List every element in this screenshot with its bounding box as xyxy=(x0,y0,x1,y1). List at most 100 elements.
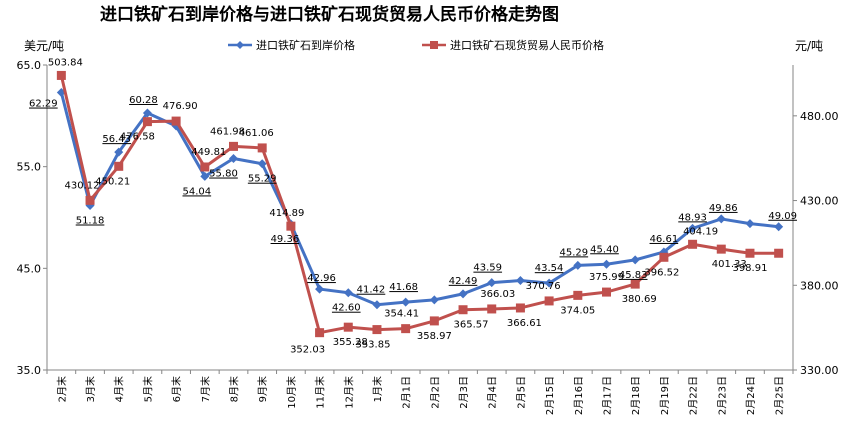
cif-point xyxy=(343,288,353,298)
rmb-data-label: 449.81 xyxy=(191,147,226,158)
category-label: 3月末 xyxy=(84,376,97,402)
cif-data-label: 46.61 xyxy=(650,234,679,245)
rmb-point xyxy=(200,162,210,172)
legend-marker-rmb xyxy=(430,41,438,49)
category-label: 2月3日 xyxy=(458,376,470,409)
rmb-point xyxy=(602,287,611,297)
rmb-data-label: 366.61 xyxy=(507,318,542,329)
category-label: 8月末 xyxy=(228,376,241,402)
rmb-point xyxy=(401,324,411,334)
rmb-data-label: 398.91 xyxy=(732,263,767,274)
rmb-point xyxy=(372,325,382,335)
cif-data-label: 43.54 xyxy=(535,263,564,274)
rmb-point xyxy=(229,141,238,151)
rmb-point xyxy=(487,304,497,314)
rmb-data-label: 450.21 xyxy=(95,176,130,187)
cif-data-label: 45.40 xyxy=(590,244,619,255)
series-line-rmb xyxy=(59,75,779,335)
rmb-data-label: 354.41 xyxy=(384,309,419,320)
right-tick-label: 380.00 xyxy=(800,279,839,292)
category-label: 7月末 xyxy=(199,376,212,402)
cif-data-label: 42.96 xyxy=(307,273,336,284)
left-axis-unit: 美元/吨 xyxy=(24,39,64,53)
rmb-data-label: 476.58 xyxy=(120,132,155,143)
category-label: 2月5日 xyxy=(515,376,527,409)
cif-point xyxy=(602,259,611,269)
rmb-point xyxy=(688,239,698,249)
cif-data-label: 43.59 xyxy=(473,263,502,274)
rmb-data-label: 461.98 xyxy=(210,126,245,137)
left-tick-label: 65.0 xyxy=(17,59,42,72)
cif-point xyxy=(372,300,382,310)
cif-point xyxy=(401,297,411,307)
cif-data-label: 49.36 xyxy=(271,234,300,245)
cif-data-label: 54.04 xyxy=(182,186,211,197)
cif-data-label: 56.43 xyxy=(102,134,131,145)
rmb-point xyxy=(315,328,325,338)
cif-point xyxy=(515,276,525,286)
rmb-data-label: 503.84 xyxy=(48,57,83,68)
rmb-point xyxy=(257,143,267,153)
cif-point xyxy=(257,159,267,169)
cif-data-label: 62.29 xyxy=(29,99,58,110)
rmb-data-label: 374.05 xyxy=(560,305,595,316)
category-label: 2月2日 xyxy=(429,376,441,409)
rmb-data-label: 430.12 xyxy=(65,180,100,191)
rmb-point xyxy=(171,116,181,126)
category-label: 2月23日 xyxy=(716,376,728,415)
rmb-data-label: 352.03 xyxy=(290,345,325,356)
category-label: 2月25日 xyxy=(774,376,786,415)
cif-point xyxy=(745,219,755,229)
cif-point xyxy=(429,295,439,305)
rmb-point xyxy=(544,296,554,306)
category-label: 10月末 xyxy=(285,376,298,409)
category-label: 2月18日 xyxy=(630,376,642,415)
cif-point xyxy=(200,171,210,181)
category-label: 2月末 xyxy=(55,376,68,402)
axes: 35.0 45.0 55.0 65.0 330.00 380.00 430.00 480.00… xyxy=(17,59,839,415)
rmb-point xyxy=(716,244,726,254)
chart-title: 进口铁矿石到岸价格与进口铁矿石现货贸易人民币价格走势图 xyxy=(100,4,559,25)
cif-data-label: 49.09 xyxy=(768,211,797,222)
category-label: 1月末 xyxy=(371,376,384,402)
cif-data-label: 48.93 xyxy=(678,212,707,223)
rmb-point xyxy=(458,305,468,315)
rmb-point xyxy=(630,279,640,289)
cif-point xyxy=(142,108,152,118)
cif-point xyxy=(573,260,583,270)
rmb-point xyxy=(85,195,95,205)
right-tick-label: 330.00 xyxy=(800,364,839,377)
cif-point xyxy=(630,255,640,265)
cif-data-label: 60.28 xyxy=(129,95,158,106)
category-label: 4月末 xyxy=(113,376,126,402)
rmb-data-label: 358.97 xyxy=(417,331,452,342)
rmb-point xyxy=(286,221,296,231)
cif-point xyxy=(544,278,554,288)
cif-data-label: 41.42 xyxy=(357,285,386,296)
rmb-point xyxy=(774,248,784,258)
category-label: 11月末 xyxy=(314,376,327,409)
cif-data-label: 55.29 xyxy=(248,174,277,185)
series-line-cif xyxy=(59,92,779,307)
rmb-point xyxy=(56,70,66,80)
cif-data-label: 51.18 xyxy=(76,216,105,227)
category-label: 2月4日 xyxy=(487,376,499,409)
rmb-data-label: 404.19 xyxy=(683,226,718,237)
rmb-point xyxy=(114,161,124,171)
left-tick-label: 45.0 xyxy=(17,262,42,275)
category-label: 9月末 xyxy=(256,376,269,402)
category-label: 5月末 xyxy=(141,376,154,402)
category-label: 2月22日 xyxy=(688,376,700,415)
cif-data-label: 41.68 xyxy=(389,282,418,293)
left-tick-label: 55.0 xyxy=(17,161,42,174)
plot-area: 62.29 51.18 56.43 60.28 54.04 55.80 55.29 49.36… xyxy=(29,57,797,355)
category-label: 2月15日 xyxy=(544,376,556,415)
cif-data-label: 49.86 xyxy=(709,203,738,214)
cif-point xyxy=(774,222,784,232)
rmb-data-label: 380.69 xyxy=(622,294,657,305)
rmb-point xyxy=(515,303,525,313)
legend-label-cif: 进口铁矿石到岸价格 xyxy=(256,38,355,52)
category-label: 6月末 xyxy=(170,376,183,402)
legend-label-rmb: 进口铁矿石现货贸易人民币价格 xyxy=(450,38,604,52)
